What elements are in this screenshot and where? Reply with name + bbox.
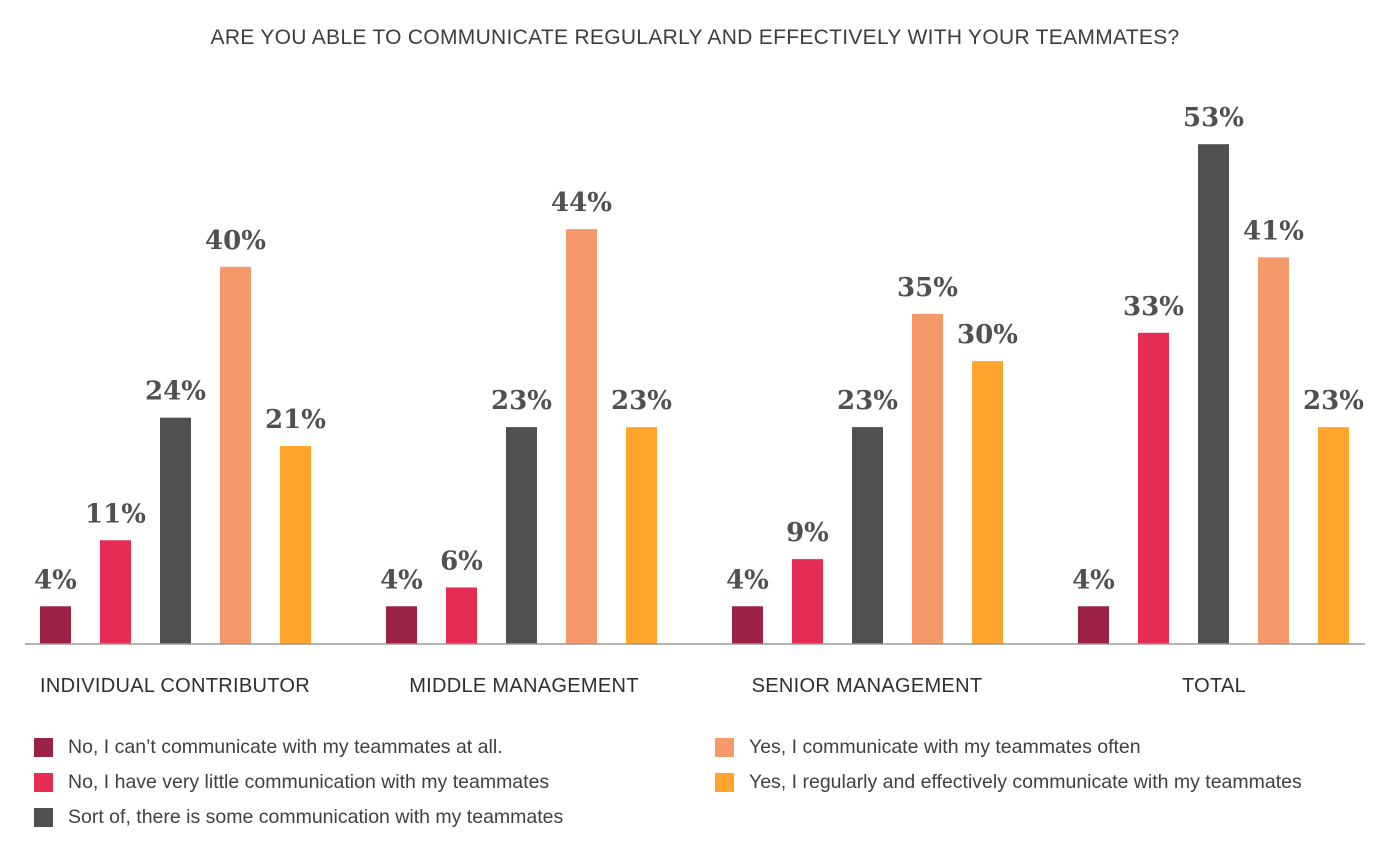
data-label-senior-management-series-4: 35% bbox=[897, 273, 958, 303]
data-label-total-series-2: 33% bbox=[1123, 292, 1184, 322]
bar-middle-management-series-1 bbox=[386, 606, 417, 644]
bar-senior-management-series-1 bbox=[732, 606, 763, 644]
bar-individual-contributor-series-3 bbox=[160, 417, 191, 644]
data-label-total-series-1: 4% bbox=[1072, 565, 1115, 595]
bar-total-series-3 bbox=[1198, 144, 1229, 644]
data-label-total-series-5: 23% bbox=[1303, 386, 1364, 416]
category-label-senior-management: SENIOR MANAGEMENT bbox=[752, 675, 983, 697]
legend-label: No, I have very little communication wit… bbox=[68, 771, 550, 793]
legend-item-series-5: Yes, I regularly and effectively communi… bbox=[715, 771, 1302, 794]
data-label-middle-management-series-3: 23% bbox=[491, 386, 552, 416]
bar-total-series-2 bbox=[1138, 332, 1169, 644]
bars-layer: 4% 4% 4% 4% 11% 6% 9% 33% 24% 23% 23% 53% 40% 44% 35% 4… bbox=[34, 103, 1364, 644]
data-label-individual-contributor-series-1: 4% bbox=[34, 565, 77, 595]
bar-senior-management-series-2 bbox=[792, 559, 823, 644]
chart-title: ARE YOU ABLE TO COMMUNICATE REGULARLY AN… bbox=[210, 26, 1180, 49]
legend-item-series-3: Sort of, there is some communication wit… bbox=[34, 806, 563, 829]
data-label-senior-management-series-5: 30% bbox=[957, 320, 1018, 350]
legend-swatch bbox=[715, 773, 734, 792]
legend-item-series-1: No, I can’t communicate with my teammate… bbox=[34, 736, 503, 759]
bar-senior-management-series-3 bbox=[852, 427, 883, 644]
bar-middle-management-series-3 bbox=[506, 427, 537, 644]
data-label-middle-management-series-4: 44% bbox=[551, 188, 612, 218]
legend-label: Yes, I communicate with my teammates oft… bbox=[749, 736, 1141, 758]
data-label-total-series-3: 53% bbox=[1183, 103, 1244, 133]
bar-senior-management-series-5 bbox=[972, 361, 1003, 644]
category-label-total: TOTAL bbox=[1182, 675, 1246, 697]
category-label-individual-contributor: INDIVIDUAL CONTRIBUTOR bbox=[40, 675, 310, 697]
bar-total-series-1 bbox=[1078, 606, 1109, 644]
legend-label: Yes, I regularly and effectively communi… bbox=[749, 771, 1302, 793]
bar-total-series-4 bbox=[1258, 257, 1289, 644]
legend-item-series-2: No, I have very little communication wit… bbox=[34, 771, 549, 794]
bar-individual-contributor-series-2 bbox=[100, 540, 131, 644]
data-label-senior-management-series-3: 23% bbox=[837, 386, 898, 416]
data-label-total-series-4: 41% bbox=[1243, 216, 1304, 246]
legend-swatch bbox=[34, 808, 53, 827]
bar-individual-contributor-series-1 bbox=[40, 606, 71, 644]
legend-swatch bbox=[715, 738, 734, 757]
legend-item-series-4: Yes, I communicate with my teammates oft… bbox=[715, 736, 1141, 759]
data-label-senior-management-series-2: 9% bbox=[786, 518, 829, 548]
data-label-senior-management-series-1: 4% bbox=[726, 565, 769, 595]
category-label-middle-management: MIDDLE MANAGEMENT bbox=[409, 675, 639, 697]
data-label-middle-management-series-1: 4% bbox=[380, 565, 423, 595]
data-label-individual-contributor-series-3: 24% bbox=[145, 377, 206, 407]
legend-swatch bbox=[34, 773, 53, 792]
bar-senior-management-series-4 bbox=[912, 313, 943, 644]
bar-individual-contributor-series-5 bbox=[280, 445, 311, 644]
bar-middle-management-series-2 bbox=[446, 587, 477, 644]
category-labels: INDIVIDUAL CONTRIBUTOR MIDDLE MANAGEMENT S… bbox=[40, 675, 1246, 697]
bar-middle-management-series-4 bbox=[566, 229, 597, 644]
bar-individual-contributor-series-4 bbox=[220, 266, 251, 644]
data-label-middle-management-series-5: 23% bbox=[611, 386, 672, 416]
bar-total-series-5 bbox=[1318, 427, 1349, 644]
legend-swatch bbox=[34, 738, 53, 757]
legend-label: Sort of, there is some communication wit… bbox=[68, 806, 564, 828]
bar-middle-management-series-5 bbox=[626, 427, 657, 644]
data-label-individual-contributor-series-4: 40% bbox=[205, 226, 266, 256]
data-label-individual-contributor-series-5: 21% bbox=[265, 405, 326, 435]
legend-label: No, I can’t communicate with my teammate… bbox=[68, 736, 503, 758]
data-label-individual-contributor-series-2: 11% bbox=[85, 499, 146, 529]
data-label-middle-management-series-2: 6% bbox=[440, 546, 483, 576]
